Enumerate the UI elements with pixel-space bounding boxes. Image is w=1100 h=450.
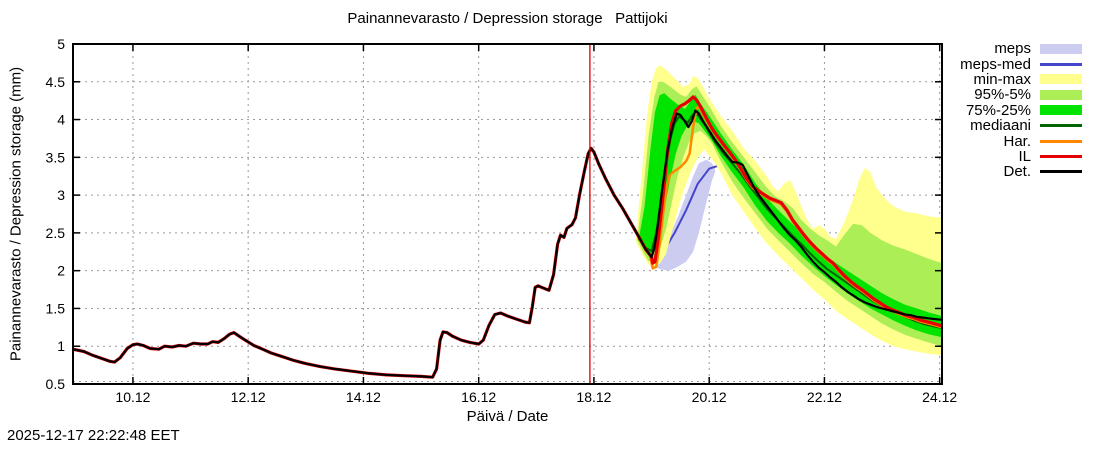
axis-tick-labels: 10.12 12.12 14.12 16.12 18.12 20.12 22.12 24.12… bbox=[46, 36, 958, 405]
x-tick-label: 22.12 bbox=[807, 389, 842, 405]
legend-item-det-: Det. bbox=[960, 164, 1082, 179]
legend-label: IL bbox=[1018, 147, 1031, 165]
legend-label: min-max bbox=[973, 70, 1031, 88]
y-tick-label: 0.5 bbox=[46, 376, 66, 392]
legend-item-mediaani: mediaani bbox=[960, 118, 1082, 133]
y-tick-label: 1 bbox=[57, 338, 65, 354]
x-axis-label: Päivä / Date bbox=[466, 408, 549, 425]
legend-item-har-: Har. bbox=[960, 132, 1082, 150]
legend-line-swatch bbox=[1040, 170, 1082, 174]
chart-series bbox=[73, 44, 942, 384]
chart-timestamp: 2025-12-17 22:22:48 EET bbox=[7, 427, 180, 444]
legend-label: Det. bbox=[1003, 163, 1031, 181]
legend-item-75-25-: 75%-25% bbox=[960, 103, 1082, 118]
y-tick-label: 3.5 bbox=[46, 149, 66, 165]
legend-label: 95%-5% bbox=[974, 86, 1031, 104]
legend-item-meps: meps bbox=[960, 41, 1082, 56]
grid-lines bbox=[73, 44, 942, 384]
legend-band-swatch bbox=[1040, 43, 1082, 54]
y-tick-label: 4.5 bbox=[46, 74, 66, 90]
legend-item-min-max: min-max bbox=[960, 72, 1082, 87]
legend-label: meps-med bbox=[960, 55, 1031, 73]
legend-band-swatch bbox=[1040, 74, 1082, 85]
x-tick-label: 10.12 bbox=[115, 389, 150, 405]
legend-label: mediaani bbox=[970, 117, 1031, 135]
y-tick-label: 1.5 bbox=[46, 300, 66, 316]
band-75-25 bbox=[638, 93, 942, 338]
x-tick-label: 24.12 bbox=[922, 389, 957, 405]
y-tick-label: 5 bbox=[57, 36, 65, 52]
legend-item-meps-med: meps-med bbox=[960, 55, 1082, 73]
series-line-det bbox=[73, 109, 942, 379]
legend-item-95-5-: 95%-5% bbox=[960, 87, 1082, 102]
legend-label: meps bbox=[994, 40, 1031, 58]
legend-line-swatch bbox=[1040, 62, 1082, 66]
legend-band-swatch bbox=[1040, 89, 1082, 100]
legend-line-swatch bbox=[1040, 154, 1082, 158]
legend-label: Har. bbox=[1003, 132, 1031, 150]
legend-band-swatch bbox=[1040, 105, 1082, 116]
x-tick-label: 20.12 bbox=[692, 389, 727, 405]
x-tick-label: 18.12 bbox=[576, 389, 611, 405]
y-tick-label: 3 bbox=[57, 187, 65, 203]
legend-line-swatch bbox=[1040, 139, 1082, 143]
axis-ticks bbox=[73, 43, 942, 385]
x-tick-label: 12.12 bbox=[231, 389, 266, 405]
x-tick-label: 14.12 bbox=[346, 389, 381, 405]
y-tick-label: 2.5 bbox=[46, 225, 66, 241]
y-tick-label: 4 bbox=[57, 112, 65, 128]
legend-item-il: IL bbox=[960, 149, 1082, 164]
y-tick-label: 2 bbox=[57, 263, 65, 279]
legend-line-swatch bbox=[1040, 124, 1082, 128]
plot-frame bbox=[72, 43, 943, 385]
legend-label: 75%-25% bbox=[965, 101, 1031, 119]
x-tick-label: 16.12 bbox=[461, 389, 496, 405]
chart-legend: meps meps-med min-max 95%-5% 75%-25% mediaani… bbox=[960, 41, 1082, 180]
chart-title: Painannevarasto / Depression storage Pat… bbox=[347, 10, 668, 27]
